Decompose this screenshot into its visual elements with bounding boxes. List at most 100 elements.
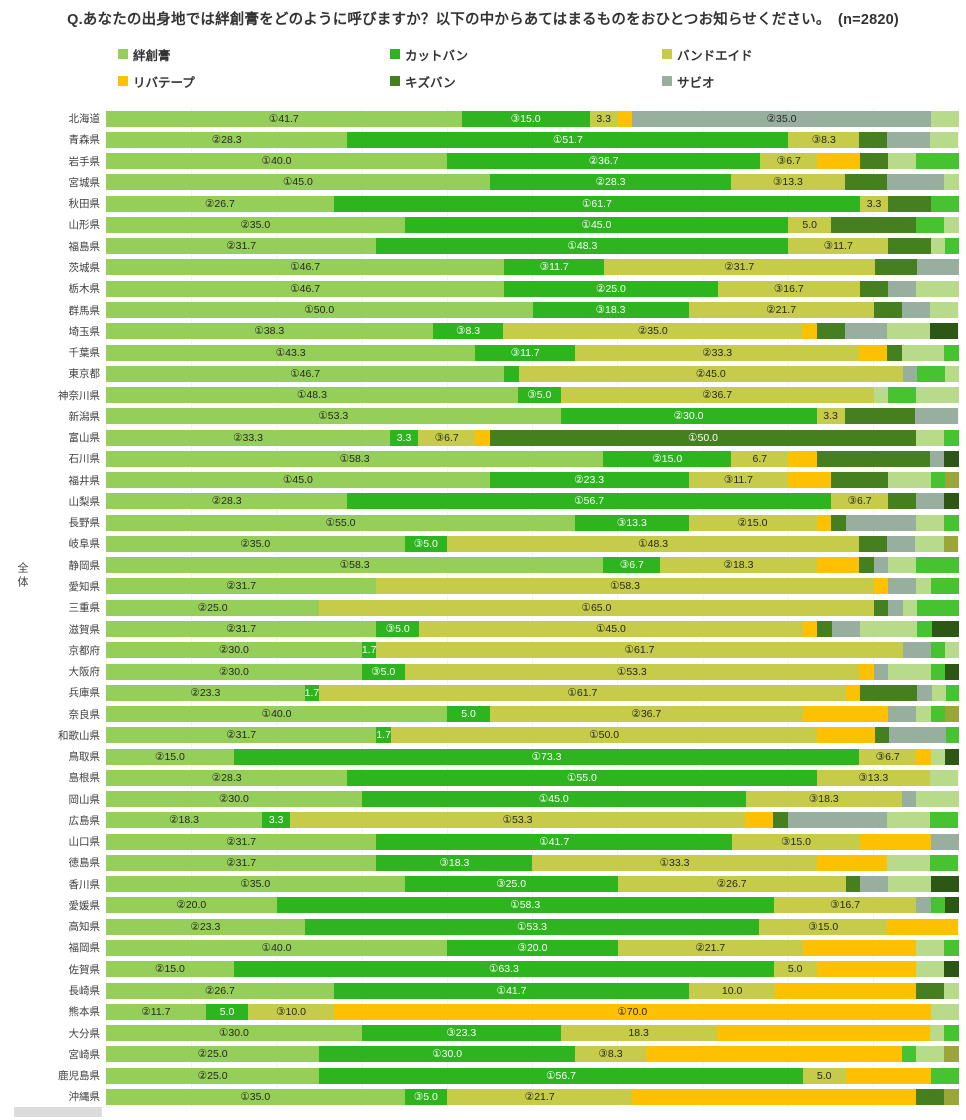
value-label: 3.3 [268, 814, 284, 827]
bar-segment-cutban: ②23.3 [489, 472, 689, 489]
stacked-bar: ②31.7 ①41.7 ③15.0 [106, 833, 959, 850]
value-label: ①58.3 [510, 899, 541, 912]
value-label: ①40.0 [261, 941, 292, 954]
bar-segment-kizuban [859, 131, 888, 148]
bar-segment-bright [930, 663, 946, 680]
bar-segment-cutban: ①58.3 [276, 897, 774, 914]
bar-segment-bright [944, 1025, 959, 1042]
value-label: ①40.0 [261, 154, 292, 167]
bar-segment-kizuban [874, 259, 918, 276]
bar-segment-cutban: ①45.0 [404, 216, 789, 233]
bar-segment-pale [916, 514, 945, 531]
bar-segment-sabio [888, 599, 903, 616]
bar-segment-liva [860, 833, 931, 850]
bar-segment-bright [944, 514, 959, 531]
bar-segment-cutban: 5.0 [447, 706, 490, 723]
prefecture-label: 北海道 [68, 113, 101, 126]
bar-segment-liva [716, 1025, 930, 1042]
prefecture-label: 佐賀県 [68, 963, 101, 976]
value-label: 1.7 [304, 686, 320, 699]
bar-segment-pale [916, 387, 959, 404]
bar-segment-cutban: ②28.3 [489, 174, 732, 191]
stacked-bar: ①46.7 ③11.7 ②31.7 [106, 259, 959, 276]
bar-segment-darkest [944, 961, 959, 978]
bar-segment-sabio [901, 791, 917, 808]
value-label: ①30.0 [219, 1026, 249, 1039]
bar-segment-bansoukou: ①50.0 [106, 302, 533, 319]
bar-segment-kizuban [844, 408, 916, 425]
bar-segment-bandaid: ③6.7 [831, 493, 889, 510]
bar-segment-cutban: ③6.7 [603, 557, 661, 574]
bar-segment-bright [916, 153, 959, 170]
bar-segment-darkest [931, 621, 959, 637]
stacked-bar: ②28.3 ①51.7 ③8.3 [106, 131, 959, 148]
value-label: ③16.7 [830, 899, 861, 912]
legend-item: 絆創膏 [118, 46, 390, 63]
bar-segment-bansoukou: ①40.0 [106, 706, 448, 723]
stacked-bar: ②31.7 ③5.0 ①45.0 [106, 621, 959, 637]
value-label: ②28.3 [211, 771, 242, 784]
value-label: ②31.7 [226, 580, 257, 593]
value-label: 3.3 [823, 410, 838, 423]
stacked-bar: ①58.3 ②15.0 6.7 [106, 450, 959, 467]
stacked-bar: ①38.3 ③8.3 ②35.0 [106, 323, 959, 340]
bar-segment-sabio [844, 323, 888, 340]
prefecture-label: 静岡県 [68, 559, 101, 572]
bar-segment-liva [873, 578, 889, 595]
bar-segment-bansoukou: ②23.3 [106, 918, 305, 935]
bar-segment-cutban: ③5.0 [404, 535, 448, 552]
chart-row: 神奈川県 ①48.3 ③5.0 ②36.7 [0, 384, 966, 405]
bar-segment-sabio [831, 621, 861, 637]
bar-segment-pale [916, 791, 959, 808]
stacked-bar: ②31.7 ③18.3 ①33.3 [106, 854, 959, 871]
bar-segment-cutban: 3.3 [390, 429, 419, 446]
stacked-bar: ②30.0 ③5.0 ①53.3 [106, 663, 959, 680]
stacked-bar: ①35.0 ③5.0 ②21.7 [106, 1088, 959, 1105]
value-label: ②28.3 [211, 495, 242, 508]
bar-segment-cutban: ①51.7 [347, 131, 789, 148]
bar-segment-darkest [945, 748, 959, 765]
bar-segment-pale [930, 238, 946, 255]
value-label: ②25.0 [197, 1048, 228, 1061]
bar-segment-cutban: ③8.3 [432, 323, 504, 340]
prefecture-label: 群馬県 [68, 304, 101, 317]
prefecture-label: 和歌山県 [58, 729, 100, 742]
bar-segment-bandaid: ③18.3 [745, 791, 902, 808]
chart-row: 富山県 ②33.3 3.3 ③6.7 ①50.0 [0, 427, 966, 448]
value-label: ①41.7 [496, 984, 527, 997]
value-label: ③13.3 [773, 176, 803, 189]
value-label: ②30.0 [219, 665, 249, 678]
value-label: ②35.0 [240, 218, 271, 231]
bar-segment-bansoukou: ②18.3 [106, 812, 263, 829]
stacked-bar: ②30.0 1.7 ①61.7 [106, 642, 959, 659]
value-label: ③13.3 [858, 771, 889, 784]
value-label: ①30.0 [432, 1048, 463, 1061]
bar-segment-kizuban [888, 493, 917, 510]
bar-segment-bansoukou: ②15.0 [106, 961, 234, 978]
bar-segment-kizuban [831, 514, 846, 531]
value-label: ①56.7 [574, 495, 605, 508]
bar-segment-bandaid: ②18.3 [660, 557, 817, 574]
bar-segment-cutban: ③18.3 [532, 302, 689, 319]
bar-segment-bansoukou: ①46.7 [106, 259, 505, 276]
bar-segment-bansoukou: ①40.0 [106, 153, 448, 170]
value-label: ③5.0 [413, 537, 438, 550]
bar-segment-pale [888, 472, 931, 489]
stacked-bar: ①45.0 ②23.3 ③11.7 [106, 472, 959, 489]
bar-segment-bandaid: 3.3 [816, 408, 845, 425]
bar-segment-bandaid: ①53.3 [404, 663, 860, 680]
chart-row: 福岡県 ①40.0 ③20.0 ②21.7 [0, 937, 966, 958]
bar-segment-pale [888, 557, 917, 574]
bar-segment-sabio [901, 302, 930, 319]
bar-segment-bandaid: 18.3 [560, 1025, 717, 1042]
bar-segment-bandaid: ②21.7 [688, 302, 874, 319]
value-label: ①48.3 [567, 239, 598, 252]
value-label: 1.7 [361, 644, 377, 657]
bar-segment-olive [945, 472, 959, 489]
bar-segment-cutban: ①48.3 [376, 238, 789, 255]
bar-segment-cutban: ②36.7 [447, 153, 761, 170]
chart-row: 北海道 ①41.7 ③15.0 3.3 ②35.0 [0, 108, 966, 129]
value-label: ①55.0 [567, 771, 597, 784]
chart-row: 佐賀県 ②15.0 ①63.3 5.0 [0, 959, 966, 980]
